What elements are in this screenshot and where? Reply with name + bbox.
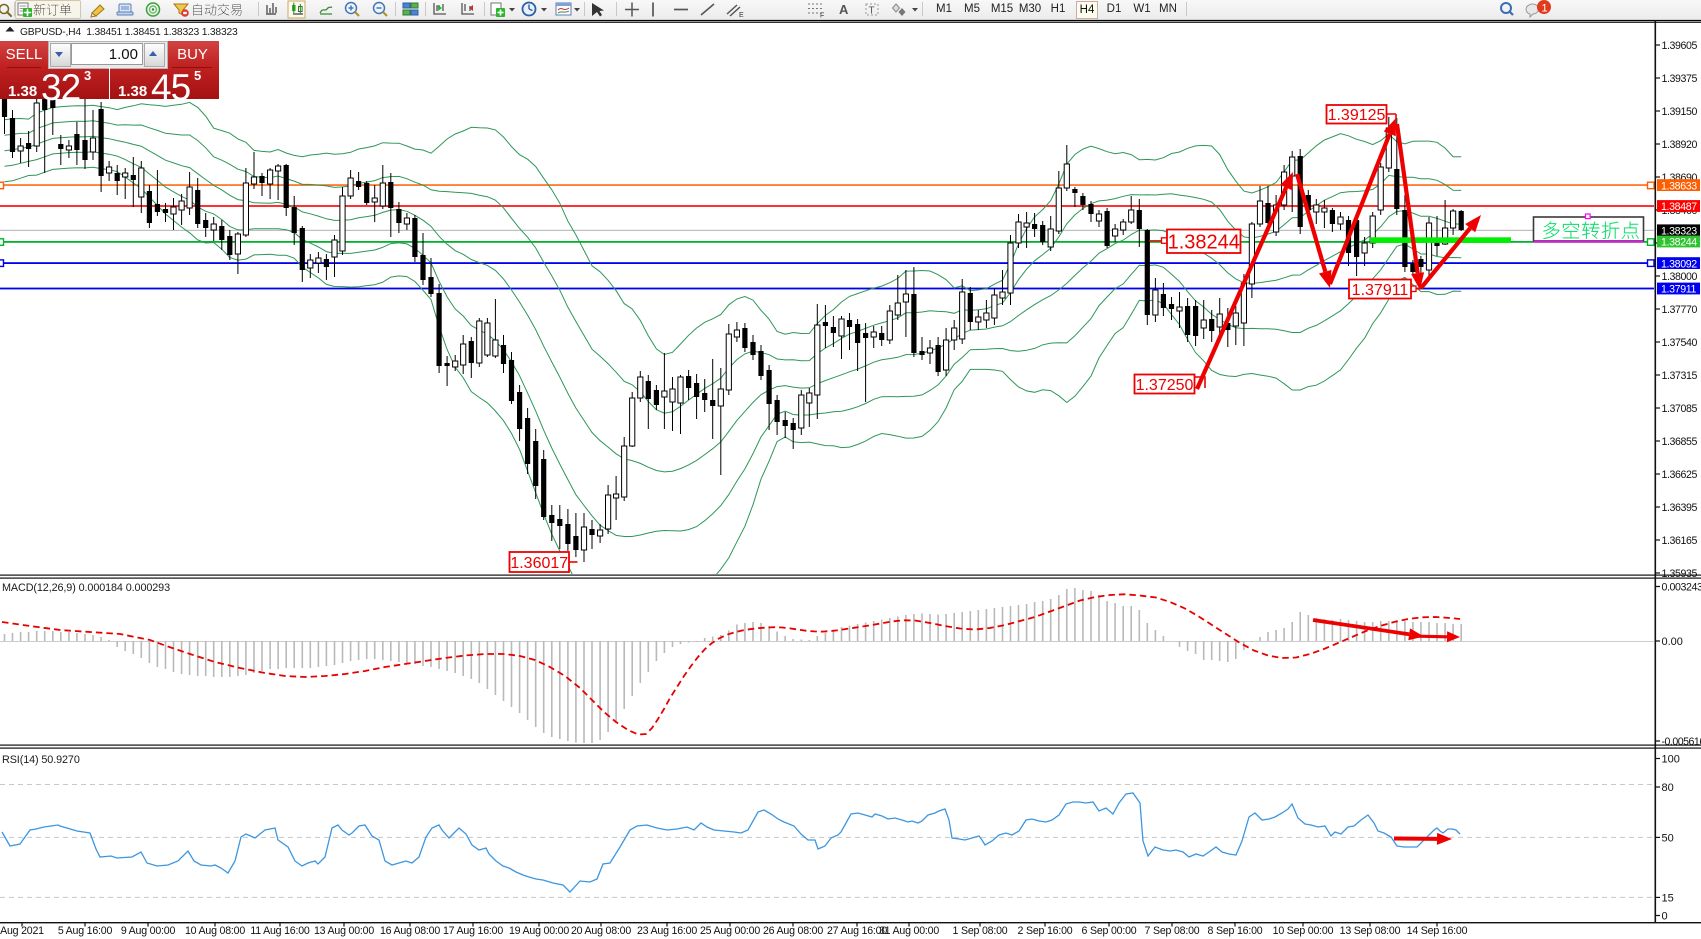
svg-text:Aug 2021: Aug 2021 bbox=[0, 925, 44, 937]
svg-text:F: F bbox=[820, 13, 824, 20]
svg-text:E: E bbox=[739, 12, 744, 19]
svg-text:8 Sep 16:00: 8 Sep 16:00 bbox=[1208, 925, 1263, 937]
svg-text:1.37315: 1.37315 bbox=[1662, 370, 1698, 382]
svg-text:1.38000: 1.38000 bbox=[1662, 271, 1698, 283]
svg-text:20 Aug 08:00: 20 Aug 08:00 bbox=[571, 925, 631, 937]
svg-text:80: 80 bbox=[1662, 782, 1674, 794]
svg-text:1.38633: 1.38633 bbox=[1661, 180, 1697, 192]
svg-text:25 Aug 00:00: 25 Aug 00:00 bbox=[700, 925, 760, 937]
svg-text:31 Aug 00:00: 31 Aug 00:00 bbox=[879, 925, 939, 937]
svg-text:1.38092: 1.38092 bbox=[1661, 258, 1697, 270]
svg-text:1 Sep 08:00: 1 Sep 08:00 bbox=[953, 925, 1008, 937]
svg-text:1.38323: 1.38323 bbox=[1661, 226, 1697, 238]
svg-text:26 Aug 08:00: 26 Aug 08:00 bbox=[763, 925, 823, 937]
svg-text:1.39605: 1.39605 bbox=[1662, 40, 1698, 52]
svg-text:1.38244: 1.38244 bbox=[1168, 231, 1240, 253]
svg-text:1.37911: 1.37911 bbox=[1661, 284, 1697, 296]
svg-text:1.36625: 1.36625 bbox=[1662, 469, 1698, 481]
svg-text:1.38920: 1.38920 bbox=[1662, 139, 1698, 151]
svg-text:GBPUSD-,H4 1.38451 1.38451 1.: GBPUSD-,H4 1.38451 1.38451 1.38323 1.383… bbox=[20, 27, 238, 38]
svg-text:1.38244: 1.38244 bbox=[1661, 237, 1697, 249]
svg-text:0: 0 bbox=[1662, 911, 1668, 923]
svg-text:11 Aug 16:00: 11 Aug 16:00 bbox=[250, 925, 310, 937]
svg-text:1.36855: 1.36855 bbox=[1662, 436, 1698, 448]
svg-text:1.38487: 1.38487 bbox=[1661, 201, 1697, 213]
svg-text:16 Aug 08:00: 16 Aug 08:00 bbox=[380, 925, 440, 937]
svg-text:1.36395: 1.36395 bbox=[1662, 502, 1698, 514]
svg-text:A: A bbox=[839, 2, 849, 17]
svg-text:17 Aug 16:00: 17 Aug 16:00 bbox=[443, 925, 503, 937]
svg-text:1.37540: 1.37540 bbox=[1662, 337, 1698, 349]
svg-text:27 Aug 16:00: 27 Aug 16:00 bbox=[827, 925, 887, 937]
svg-text:1.39375: 1.39375 bbox=[1662, 73, 1698, 85]
svg-text:10 Aug 08:00: 10 Aug 08:00 bbox=[185, 925, 245, 937]
svg-text:13 Aug 00:00: 13 Aug 00:00 bbox=[314, 925, 374, 937]
svg-text:50: 50 bbox=[1662, 832, 1674, 844]
svg-text:MACD(12,26,9) 0.000184 0.00029: MACD(12,26,9) 0.000184 0.000293 bbox=[2, 582, 170, 594]
svg-text:23 Aug 16:00: 23 Aug 16:00 bbox=[637, 925, 697, 937]
svg-text:15: 15 bbox=[1662, 892, 1674, 904]
svg-text:19 Aug 00:00: 19 Aug 00:00 bbox=[509, 925, 569, 937]
svg-text:14 Sep 16:00: 14 Sep 16:00 bbox=[1407, 925, 1468, 937]
svg-text:-0.005616: -0.005616 bbox=[1662, 736, 1701, 748]
svg-text:1.37911: 1.37911 bbox=[1352, 282, 1409, 299]
svg-text:1.37085: 1.37085 bbox=[1662, 403, 1698, 415]
svg-text:0.00: 0.00 bbox=[1662, 636, 1683, 648]
svg-text:100: 100 bbox=[1662, 754, 1680, 766]
svg-text:0.003243: 0.003243 bbox=[1662, 582, 1701, 594]
svg-text:13 Sep 08:00: 13 Sep 08:00 bbox=[1340, 925, 1401, 937]
svg-text:1.39125: 1.39125 bbox=[1328, 107, 1386, 124]
svg-text:9 Aug 00:00: 9 Aug 00:00 bbox=[121, 925, 176, 937]
svg-text:1.37250: 1.37250 bbox=[1136, 377, 1194, 394]
svg-text:T: T bbox=[869, 6, 875, 17]
svg-text:5 Aug 16:00: 5 Aug 16:00 bbox=[58, 925, 113, 937]
svg-text:1.36017: 1.36017 bbox=[510, 555, 568, 572]
svg-text:2 Sep 16:00: 2 Sep 16:00 bbox=[1018, 925, 1073, 937]
svg-text:1: 1 bbox=[1542, 3, 1548, 15]
svg-text:1.39150: 1.39150 bbox=[1662, 106, 1698, 118]
svg-text:6 Sep 00:00: 6 Sep 00:00 bbox=[1082, 925, 1137, 937]
svg-text:1.35935: 1.35935 bbox=[1662, 568, 1698, 580]
svg-text:1.37770: 1.37770 bbox=[1662, 304, 1698, 316]
svg-text:10 Sep 00:00: 10 Sep 00:00 bbox=[1273, 925, 1334, 937]
svg-text:7 Sep 08:00: 7 Sep 08:00 bbox=[1145, 925, 1200, 937]
svg-text:RSI(14) 50.9270: RSI(14) 50.9270 bbox=[2, 754, 80, 766]
svg-text:1.36165: 1.36165 bbox=[1662, 535, 1698, 547]
